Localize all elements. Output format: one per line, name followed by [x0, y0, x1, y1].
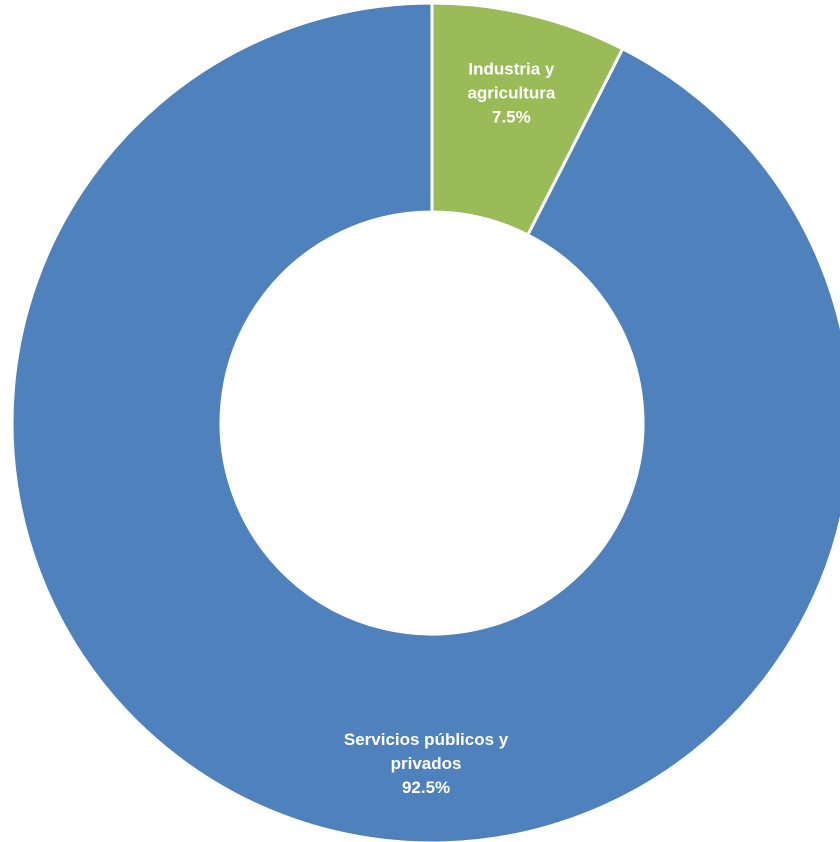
data-label-servicios-publicos-y-privados: Servicios públicos y privados 92.5% — [344, 730, 509, 797]
slices-group — [10, 1, 840, 842]
data-label-percent: 7.5% — [492, 107, 531, 126]
data-label-percent: 92.5% — [402, 778, 450, 797]
labels-group: Industria y agricultura 7.5% Servicios públ… — [344, 59, 556, 797]
data-label-industria-y-agricultura: Industria y agricultura 7.5% — [467, 59, 555, 126]
slice-servicios-publicos-y-privados — [10, 1, 840, 842]
data-label-line: privados — [391, 754, 462, 773]
data-label-line: Servicios públicos y — [344, 730, 509, 749]
data-label-line: Industria y — [468, 59, 555, 78]
data-label-line: agricultura — [467, 83, 555, 102]
